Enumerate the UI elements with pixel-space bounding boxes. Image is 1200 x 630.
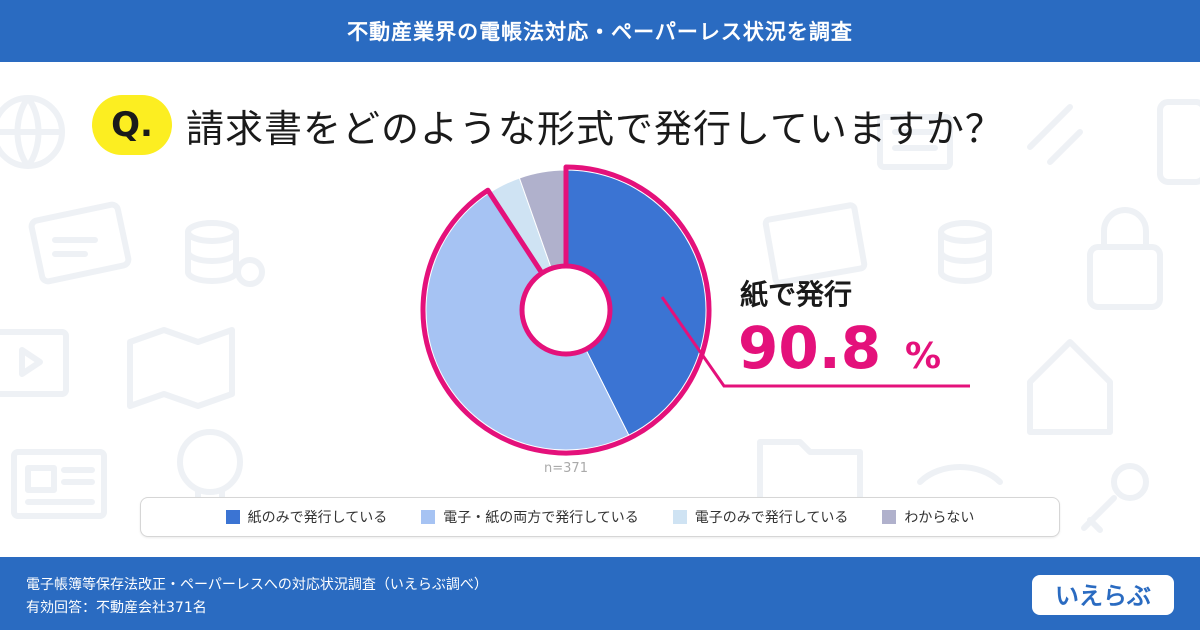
annotation-value: 90.8: [738, 314, 881, 382]
legend-item: 紙のみで発行している: [225, 507, 388, 527]
legend-label: 電子のみで発行している: [694, 510, 849, 526]
building-icon: [877, 114, 953, 170]
donut-hole: [522, 266, 610, 354]
legend-swatch: [421, 510, 436, 524]
database-icon: [185, 220, 239, 284]
database-icon-right: [938, 220, 992, 284]
lock-icon: [1087, 207, 1163, 310]
chart-legend: 紙のみで発行している 電子・紙の両方で発行している 電子のみで発行している わか…: [140, 497, 1060, 537]
pie-slice: [565, 169, 707, 436]
header-title: 不動産業界の電帳法対応・ペーパーレス状況を調査: [347, 20, 853, 44]
map-icon: [127, 327, 235, 409]
key-icon: [1081, 463, 1149, 533]
legend-swatch: [882, 510, 897, 524]
sample-size-label: n=371: [544, 461, 588, 476]
logo-text: いえらぶ: [1055, 582, 1151, 610]
legend-item: わからない: [882, 507, 974, 527]
footer-respondents: 有効回答：不動産会社371名: [26, 600, 207, 616]
legend-item: 電子・紙の両方で発行している: [421, 507, 639, 527]
legend-label: わからない: [904, 510, 975, 526]
footer: 電子帳簿等保存法改正・ペーパーレスへの対応状況調査（いえらぶ調べ） 有効回答：不…: [0, 557, 1200, 630]
legend-item: 電子のみで発行している: [672, 507, 849, 527]
globe-icon: [0, 95, 65, 169]
background-icons: [0, 95, 1200, 533]
annotation-unit: %: [905, 336, 941, 377]
question-text: 請求書をどのような形式で発行していますか？: [186, 106, 1004, 151]
donut-hole-ring: [519, 263, 613, 357]
gear-icon: [235, 257, 265, 287]
legend-swatch: [672, 510, 687, 524]
header-banner: 不動産業界の電帳法対応・ペーパーレス状況を調査: [0, 0, 1200, 62]
newspaper-icon: [11, 449, 107, 519]
handshake-icon: [917, 464, 1003, 485]
phone-icon: [1157, 99, 1200, 185]
footer-source: 電子帳簿等保存法改正・ペーパーレスへの対応状況調査（いえらぶ調べ）: [26, 577, 488, 593]
legend-label: 紙のみで発行している: [247, 510, 388, 526]
question-row: Q. 請求書をどのような形式で発行していますか？: [92, 95, 1004, 155]
document-icon: [28, 201, 132, 285]
highlight-outline: [420, 164, 712, 456]
blueprint-icon: [762, 202, 868, 286]
annotation-leader-line: [660, 296, 970, 388]
legend-swatch: [225, 510, 240, 524]
video-icon: [0, 329, 69, 397]
house-icon: [1027, 339, 1113, 435]
annotation-label: 紙で発行: [740, 278, 852, 311]
question-badge: Q.: [92, 95, 172, 155]
ierabu-logo: いえらぶ: [1032, 575, 1174, 615]
legend-label: 電子・紙の両方で発行している: [443, 510, 639, 526]
wrench-icon: [1027, 104, 1083, 165]
